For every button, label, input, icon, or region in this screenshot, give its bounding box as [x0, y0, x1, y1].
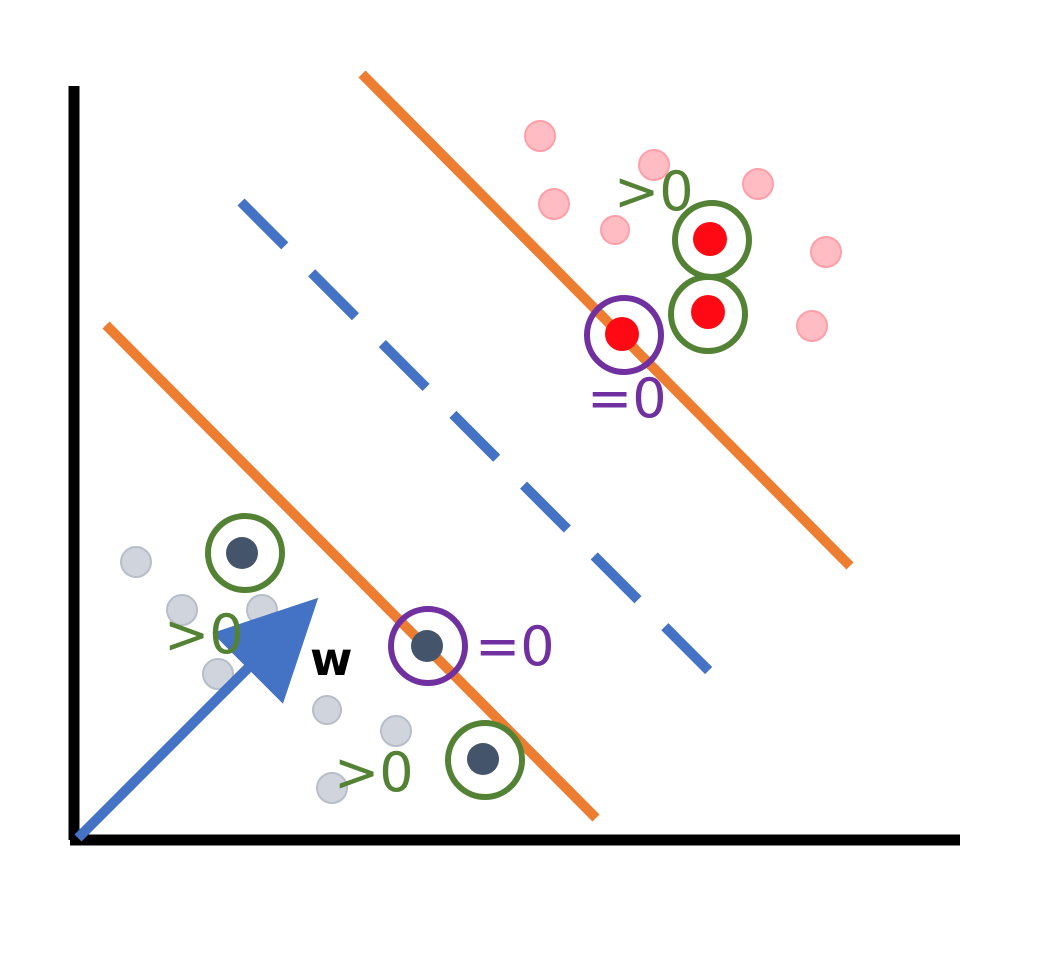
- positive-point: [691, 295, 725, 329]
- weight-vector-arrow: [74, 597, 319, 842]
- positive-point-faded: [638, 149, 670, 181]
- greater-zero-label-bottom: >0: [334, 741, 414, 804]
- greater-zero-label-top: >0: [614, 160, 694, 223]
- on-margin-ring: [584, 295, 664, 375]
- positive-point: [605, 317, 639, 351]
- negative-point: [467, 743, 499, 775]
- weight-vector-label: w: [310, 632, 353, 686]
- positive-point-faded: [600, 215, 630, 245]
- positive-point-faded: [810, 236, 842, 268]
- greater-zero-label-left: >0: [164, 603, 244, 666]
- positive-point-faded: [538, 188, 570, 220]
- equals-zero-label-top: =0: [587, 367, 667, 430]
- upper-margin-line: [358, 70, 854, 570]
- negative-point: [226, 537, 258, 569]
- positive-point-faded: [742, 168, 774, 200]
- on-margin-ring: [388, 606, 468, 686]
- negative-point-faded: [246, 594, 278, 626]
- positive-point: [693, 222, 727, 256]
- negative-point-faded: [166, 594, 198, 626]
- negative-point-faded: [316, 772, 348, 804]
- negative-point: [411, 630, 443, 662]
- equals-zero-label-bottom: =0: [475, 615, 555, 678]
- negative-point-faded: [120, 546, 152, 578]
- decision-boundary-line: [237, 198, 735, 697]
- positive-point-faded: [524, 120, 556, 152]
- positive-point-faded: [796, 310, 828, 342]
- negative-point-faded: [312, 695, 342, 725]
- negative-point-faded: [380, 715, 412, 747]
